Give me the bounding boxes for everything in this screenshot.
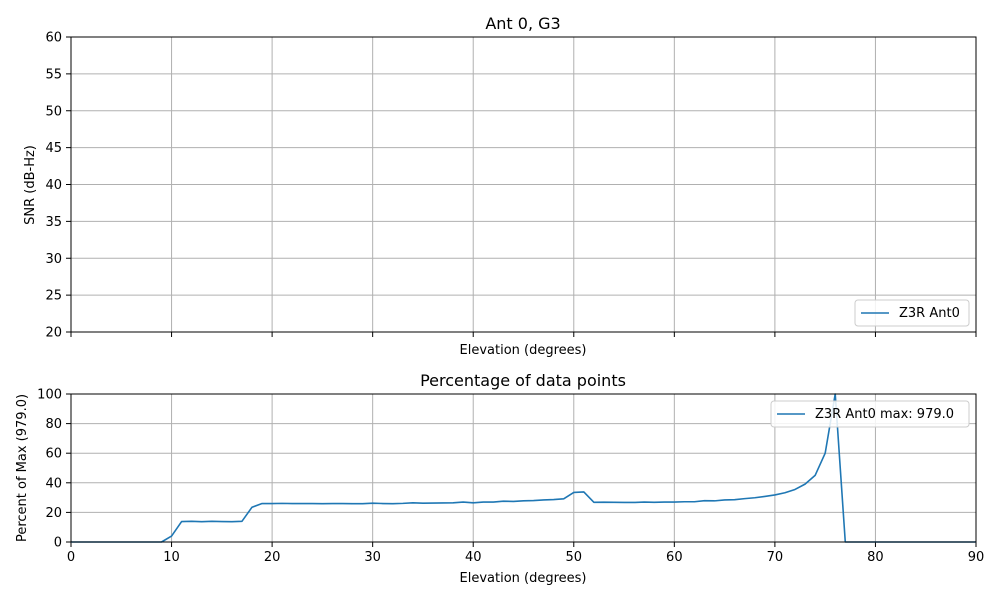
percentage-chart: Percentage of data points 0 10 20 30 40 50 60 7… — [15, 371, 984, 586]
percentage-legend-label: Z3R Ant0 max: 979.0 — [815, 407, 954, 422]
x-tick-label: 70 — [767, 550, 784, 565]
y-tick-label: 30 — [45, 252, 62, 267]
x-tick-label: 80 — [867, 550, 884, 565]
y-tick-label: 60 — [45, 31, 62, 46]
percentage-chart-ticks: 0 10 20 30 40 50 60 70 80 90 0 20 40 60 80 100 — [37, 388, 984, 566]
y-tick-label: 45 — [45, 141, 62, 156]
x-tick-label: 0 — [67, 550, 75, 565]
y-tick-label: 35 — [45, 215, 62, 230]
snr-chart-ylabel: SNR (dB-Hz) — [23, 145, 38, 225]
percentage-chart-xlabel: Elevation (degrees) — [460, 571, 587, 586]
snr-chart-frame — [70, 36, 977, 333]
x-tick-label: 60 — [666, 550, 683, 565]
y-tick-label: 20 — [45, 326, 62, 341]
x-tick-label: 40 — [465, 550, 482, 565]
percentage-chart-frame — [70, 393, 977, 543]
x-tick-label: 20 — [264, 550, 281, 565]
percentage-legend: Z3R Ant0 max: 979.0 — [770, 400, 970, 428]
y-tick-label: 40 — [45, 178, 62, 193]
y-tick-label: 100 — [37, 388, 62, 403]
y-tick-label: 50 — [45, 104, 62, 119]
percentage-series-line — [71, 393, 976, 543]
percentage-legend-box — [770, 400, 970, 428]
x-tick-label: 50 — [566, 550, 583, 565]
y-tick-label: 60 — [45, 447, 62, 462]
snr-chart-ticks: 20 25 30 35 40 45 50 55 60 — [45, 31, 977, 341]
snr-legend-label: Z3R Ant0 — [899, 306, 960, 321]
percentage-chart-title: Percentage of data points — [420, 371, 626, 390]
y-tick-label: 40 — [45, 476, 62, 491]
snr-chart-grid — [70, 36, 977, 333]
y-tick-label: 0 — [54, 536, 62, 551]
x-tick-label: 90 — [968, 550, 985, 565]
snr-chart-xlabel: Elevation (degrees) — [460, 343, 587, 358]
y-tick-label: 80 — [45, 417, 62, 432]
percentage-chart-ylabel: Percent of Max (979.0) — [15, 394, 30, 542]
x-tick-label: 10 — [163, 550, 180, 565]
snr-legend: Z3R Ant0 — [854, 299, 970, 327]
snr-chart-title: Ant 0, G3 — [485, 14, 560, 33]
y-tick-label: 25 — [45, 289, 62, 304]
y-tick-label: 55 — [45, 67, 62, 82]
x-tick-label: 30 — [364, 550, 381, 565]
snr-legend-box — [854, 299, 970, 327]
snr-chart: Ant 0, G3 20 25 30 35 40 45 50 55 60 Elevation (… — [23, 14, 977, 358]
y-tick-label: 20 — [45, 506, 62, 521]
